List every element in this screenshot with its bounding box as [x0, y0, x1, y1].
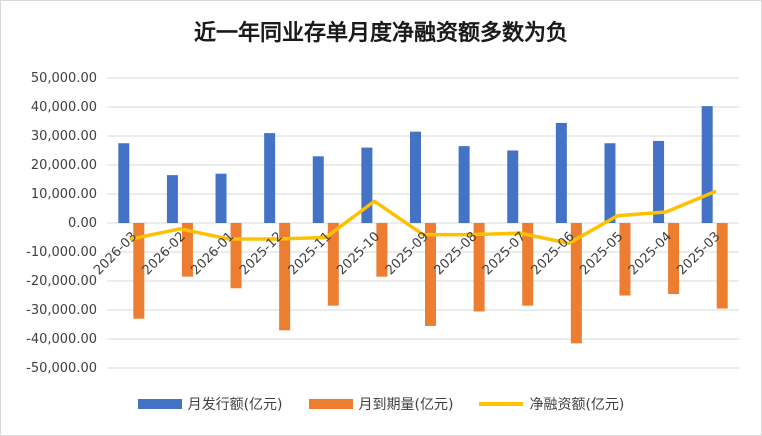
y-tick-label: 0.00: [68, 216, 97, 231]
net-financing-point: [421, 233, 425, 237]
net-financing-point: [227, 237, 231, 241]
net-financing-point: [275, 237, 279, 241]
x-tick-label: 2025-10: [334, 229, 383, 278]
x-tick-label: 2025-03: [674, 229, 723, 278]
net-financing-point: [178, 227, 182, 231]
issuance-bar: [312, 156, 324, 223]
y-tick-label: 40,000.00: [31, 100, 97, 115]
maturity-bar: [279, 223, 291, 331]
legend-label-maturity: 月到期量(亿元): [358, 397, 454, 413]
legend: 月发行额(亿元) 月到期量(亿元) 净融资额(亿元): [1, 394, 761, 414]
y-tick-label: -10,000.00: [26, 245, 97, 260]
y-tick-label: -50,000.00: [26, 361, 97, 376]
maturity-bar: [716, 223, 728, 309]
y-tick-label: -30,000.00: [26, 303, 97, 318]
legend-swatch-issuance: [137, 399, 182, 409]
legend-item-issuance: 月发行额(亿元): [137, 394, 283, 414]
net-financing-point: [664, 210, 668, 214]
y-tick-label: 50,000.00: [31, 71, 97, 86]
maturity-bar: [522, 223, 534, 306]
x-tick-label: 2025-12: [237, 229, 286, 278]
maturity-bar: [570, 223, 582, 344]
issuance-bar: [166, 175, 178, 223]
net-financing-point: [470, 233, 474, 237]
maturity-bar: [473, 223, 485, 312]
issuance-bar: [264, 133, 276, 223]
maturity-bar: [376, 223, 388, 277]
issuance-bar: [361, 147, 373, 223]
issuance-bar: [555, 122, 567, 223]
maturity-bar: [230, 223, 242, 289]
maturity-bar: [327, 223, 339, 306]
net-financing-point: [518, 231, 522, 235]
net-financing-point: [615, 214, 619, 218]
issuance-bar: [410, 131, 421, 223]
issuance-bar: [653, 140, 665, 223]
x-tick-label: 2026-03: [91, 229, 140, 278]
y-tick-label: 20,000.00: [31, 158, 97, 173]
maturity-bar: [619, 223, 631, 296]
maturity-bar: [668, 223, 680, 295]
y-tick-label: -20,000.00: [26, 274, 97, 289]
x-tick-label: 2025-05: [577, 229, 626, 278]
legend-swatch-maturity: [308, 399, 353, 409]
x-tick-label: 2025-09: [383, 229, 432, 278]
x-tick-label: 2025-07: [480, 229, 529, 278]
issuance-bar: [215, 173, 227, 223]
legend-label-issuance: 月发行额(亿元): [187, 397, 283, 413]
issuance-bar: [701, 106, 713, 223]
issuance-bar: [507, 150, 519, 223]
maturity-bar: [181, 223, 193, 277]
legend-item-maturity: 月到期量(亿元): [308, 394, 454, 414]
x-tick-label: 2025-08: [431, 229, 480, 278]
maturity-bar: [133, 223, 145, 319]
chart-title: 近一年同业存单月度净融资额多数为负: [193, 21, 568, 46]
issuance-bar: [458, 146, 470, 223]
net-financing-point: [372, 199, 376, 203]
net-financing-point: [129, 237, 133, 241]
issuance-bar: [604, 143, 616, 223]
legend-item-net-financing: 净融资额(亿元): [479, 394, 624, 414]
y-tick-label: 30,000.00: [31, 129, 97, 144]
x-tick-label: 2025-04: [626, 229, 675, 278]
y-tick-label: 10,000.00: [31, 187, 97, 202]
net-financing-point: [713, 190, 717, 194]
net-financing-point: [567, 241, 571, 245]
maturity-bar: [425, 223, 436, 326]
y-tick-label: -40,000.00: [26, 332, 97, 347]
legend-swatch-net-financing: [479, 402, 524, 406]
net-financing-point: [324, 236, 328, 239]
legend-label-net-financing: 净融资额(亿元): [529, 397, 625, 413]
issuance-bar: [118, 143, 130, 223]
